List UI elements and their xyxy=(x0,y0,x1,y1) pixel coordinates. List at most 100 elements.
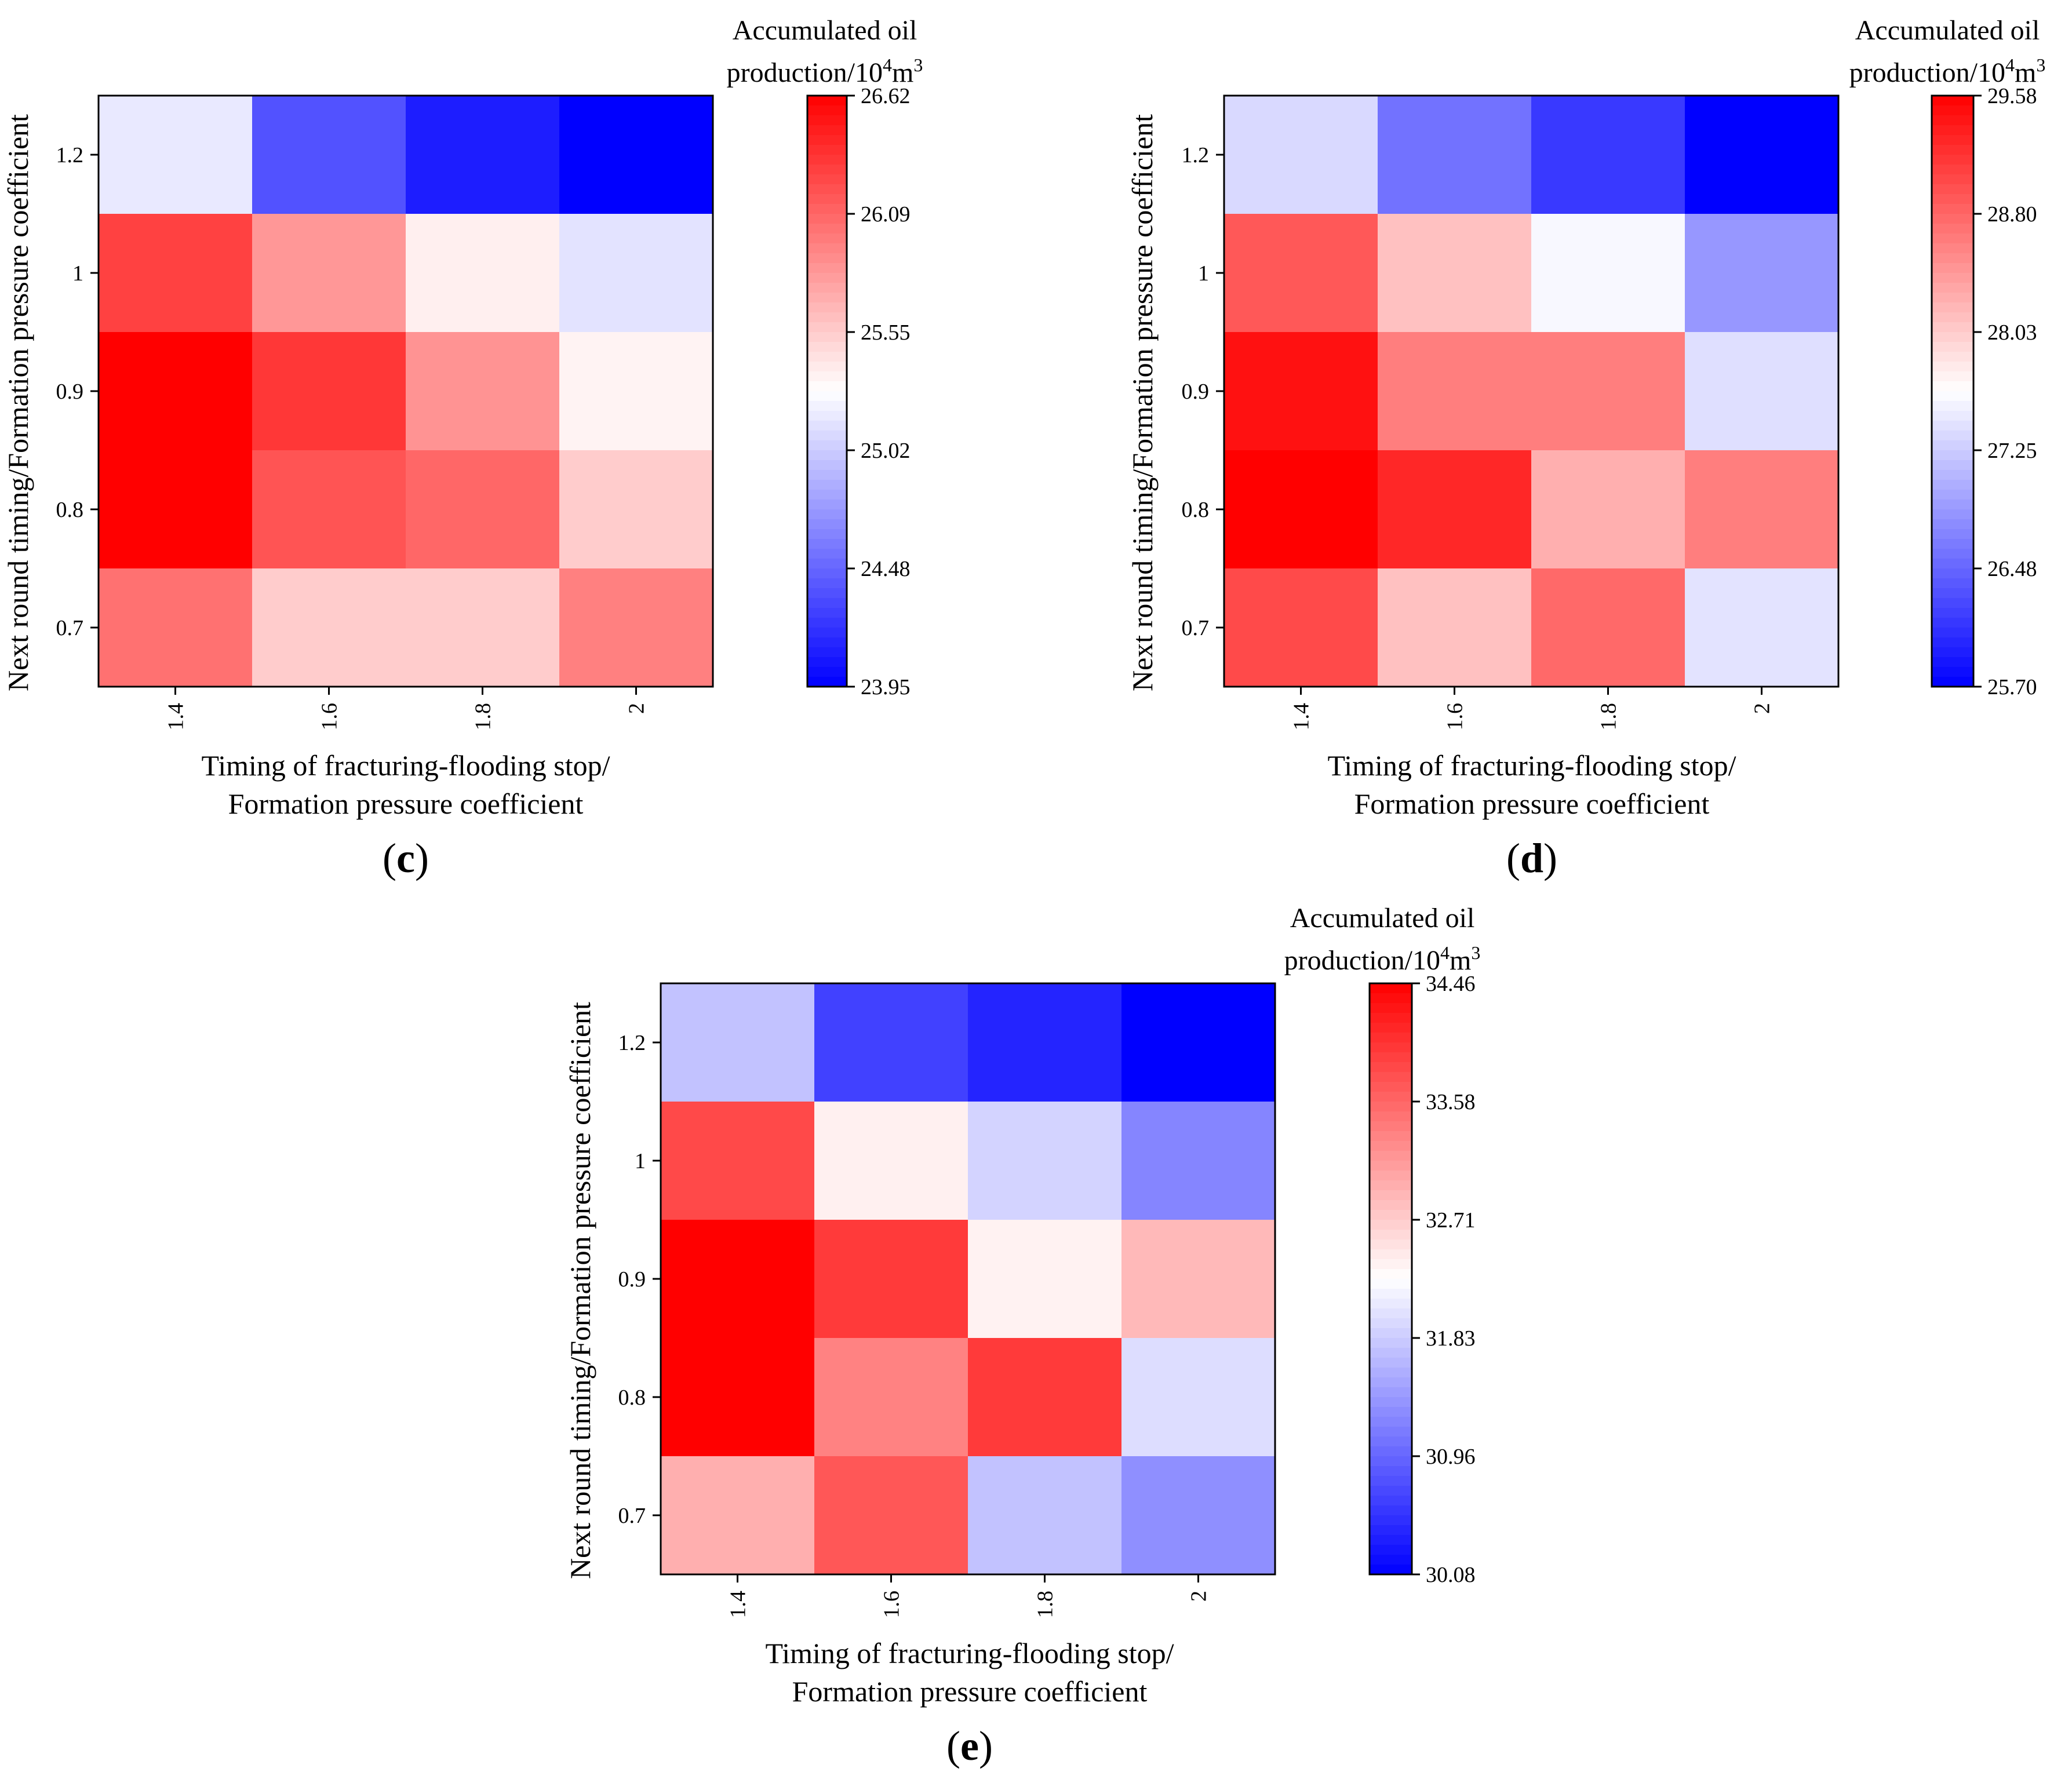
heatmap-cell xyxy=(1378,96,1532,214)
colorbar-segment xyxy=(807,588,847,599)
colorbar-segment xyxy=(1370,1052,1412,1063)
colorbar-segment xyxy=(1932,539,1973,549)
colorbar-segment xyxy=(1370,1299,1412,1309)
colorbar-segment xyxy=(807,549,847,559)
colorbar-segment xyxy=(1932,362,1973,372)
colorbar-segment xyxy=(1932,549,1973,559)
colorbar-segment xyxy=(1932,470,1973,480)
colorbar-segment xyxy=(807,234,847,244)
colorbar-segment xyxy=(1932,401,1973,411)
heatmap-cell xyxy=(814,1456,968,1575)
colorbar-segment xyxy=(807,539,847,549)
colorbar-segment xyxy=(1370,1407,1412,1417)
colorbar-tick-label: 25.55 xyxy=(861,320,911,345)
colorbar-segment xyxy=(1932,480,1973,490)
colorbar-segment xyxy=(1370,1545,1412,1555)
panel-label: (d) xyxy=(1506,835,1557,881)
colorbar-segment xyxy=(1932,431,1973,441)
colorbar-segment xyxy=(807,253,847,264)
heatmap-cell xyxy=(1378,568,1532,687)
heatmap-cell xyxy=(661,1456,815,1575)
colorbar-segment xyxy=(1370,1062,1412,1073)
colorbar-segment xyxy=(1932,135,1973,145)
colorbar-segment xyxy=(807,559,847,569)
heatmap-cell xyxy=(1224,96,1378,214)
heatmap-cell xyxy=(559,332,713,451)
colorbar-segment xyxy=(1932,332,1973,342)
heatmap-cell xyxy=(1531,450,1685,569)
colorbar-segment xyxy=(807,184,847,195)
colorbar-segment xyxy=(1370,1121,1412,1132)
colorbar-segment xyxy=(1370,1033,1412,1043)
colorbar-segment xyxy=(807,322,847,333)
heatmap-cell xyxy=(1224,214,1378,333)
colorbar-segment xyxy=(1370,1348,1412,1358)
colorbar-segment xyxy=(1370,1308,1412,1319)
colorbar-tick-label: 25.70 xyxy=(1987,675,2037,699)
colorbar-segment xyxy=(1370,1131,1412,1142)
panel-label: (e) xyxy=(946,1723,993,1769)
colorbar-segment xyxy=(1932,647,1973,658)
colorbar-segment xyxy=(1370,1505,1412,1516)
colorbar-segment xyxy=(807,529,847,539)
heatmap-cell xyxy=(1685,96,1839,214)
x-tick-label: 2 xyxy=(625,703,649,714)
colorbar-segment xyxy=(1370,1436,1412,1447)
colorbar-segment xyxy=(807,145,847,155)
colorbar-segment xyxy=(1932,234,1973,244)
colorbar-segment xyxy=(807,174,847,185)
colorbar-segment xyxy=(807,568,847,579)
colorbar-segment xyxy=(807,509,847,520)
colorbar-segment xyxy=(1370,1092,1412,1102)
colorbar-segment xyxy=(807,637,847,648)
heatmap-cell xyxy=(99,568,253,687)
colorbar-segment xyxy=(1370,1387,1412,1398)
colorbar-segment xyxy=(807,608,847,618)
colorbar-segment xyxy=(1370,1368,1412,1378)
colorbar-segment xyxy=(1932,243,1973,254)
heatmap-cell xyxy=(252,332,406,451)
colorbar-segment xyxy=(1932,145,1973,155)
colorbar-segment xyxy=(1370,1220,1412,1230)
y-tick-label: 0.8 xyxy=(56,498,84,522)
heatmap-cell xyxy=(1121,1338,1276,1457)
colorbar-segment xyxy=(807,135,847,145)
colorbar-segment xyxy=(1370,1476,1412,1486)
heatmap-cell xyxy=(1685,568,1839,687)
colorbar-segment xyxy=(1932,224,1973,234)
colorbar-segment xyxy=(1932,283,1973,293)
heatmap-cell xyxy=(661,1220,815,1339)
colorbar-segment xyxy=(807,362,847,372)
heatmap-cell xyxy=(661,983,815,1102)
colorbar-segment xyxy=(1370,1565,1412,1575)
colorbar-segment xyxy=(807,391,847,402)
heatmap-cell xyxy=(252,96,406,214)
y-tick-label: 0.7 xyxy=(1182,616,1210,640)
colorbar-segment xyxy=(1370,1515,1412,1526)
heatmap-cell xyxy=(661,1338,815,1457)
colorbar-segment xyxy=(1370,1318,1412,1329)
colorbar-segment xyxy=(1370,1200,1412,1210)
heatmap-cell xyxy=(252,568,406,687)
colorbar-segment xyxy=(1932,618,1973,628)
colorbar-segment xyxy=(1932,608,1973,618)
y-tick-label: 0.7 xyxy=(56,616,84,640)
x-tick-label: 2 xyxy=(1187,1591,1211,1602)
x-tick-label: 1.8 xyxy=(471,703,496,731)
colorbar-segment xyxy=(1932,371,1973,382)
colorbar-segment xyxy=(1370,1466,1412,1476)
colorbar-tick-label: 28.03 xyxy=(1987,320,2037,345)
colorbar-segment xyxy=(1932,125,1973,136)
colorbar-segment xyxy=(807,677,847,687)
heatmap-cell xyxy=(559,96,713,214)
colorbar-segment xyxy=(807,312,847,323)
colorbar-segment xyxy=(1370,1072,1412,1082)
x-axis-label: Formation pressure coefficient xyxy=(792,1675,1148,1708)
colorbar-segment xyxy=(1370,1358,1412,1368)
x-tick-label: 1.6 xyxy=(1443,703,1467,731)
colorbar-segment xyxy=(1370,1239,1412,1250)
colorbar-segment xyxy=(807,371,847,382)
colorbar-segment xyxy=(1370,1042,1412,1053)
colorbar-segment xyxy=(807,214,847,224)
colorbar-segment xyxy=(807,421,847,431)
